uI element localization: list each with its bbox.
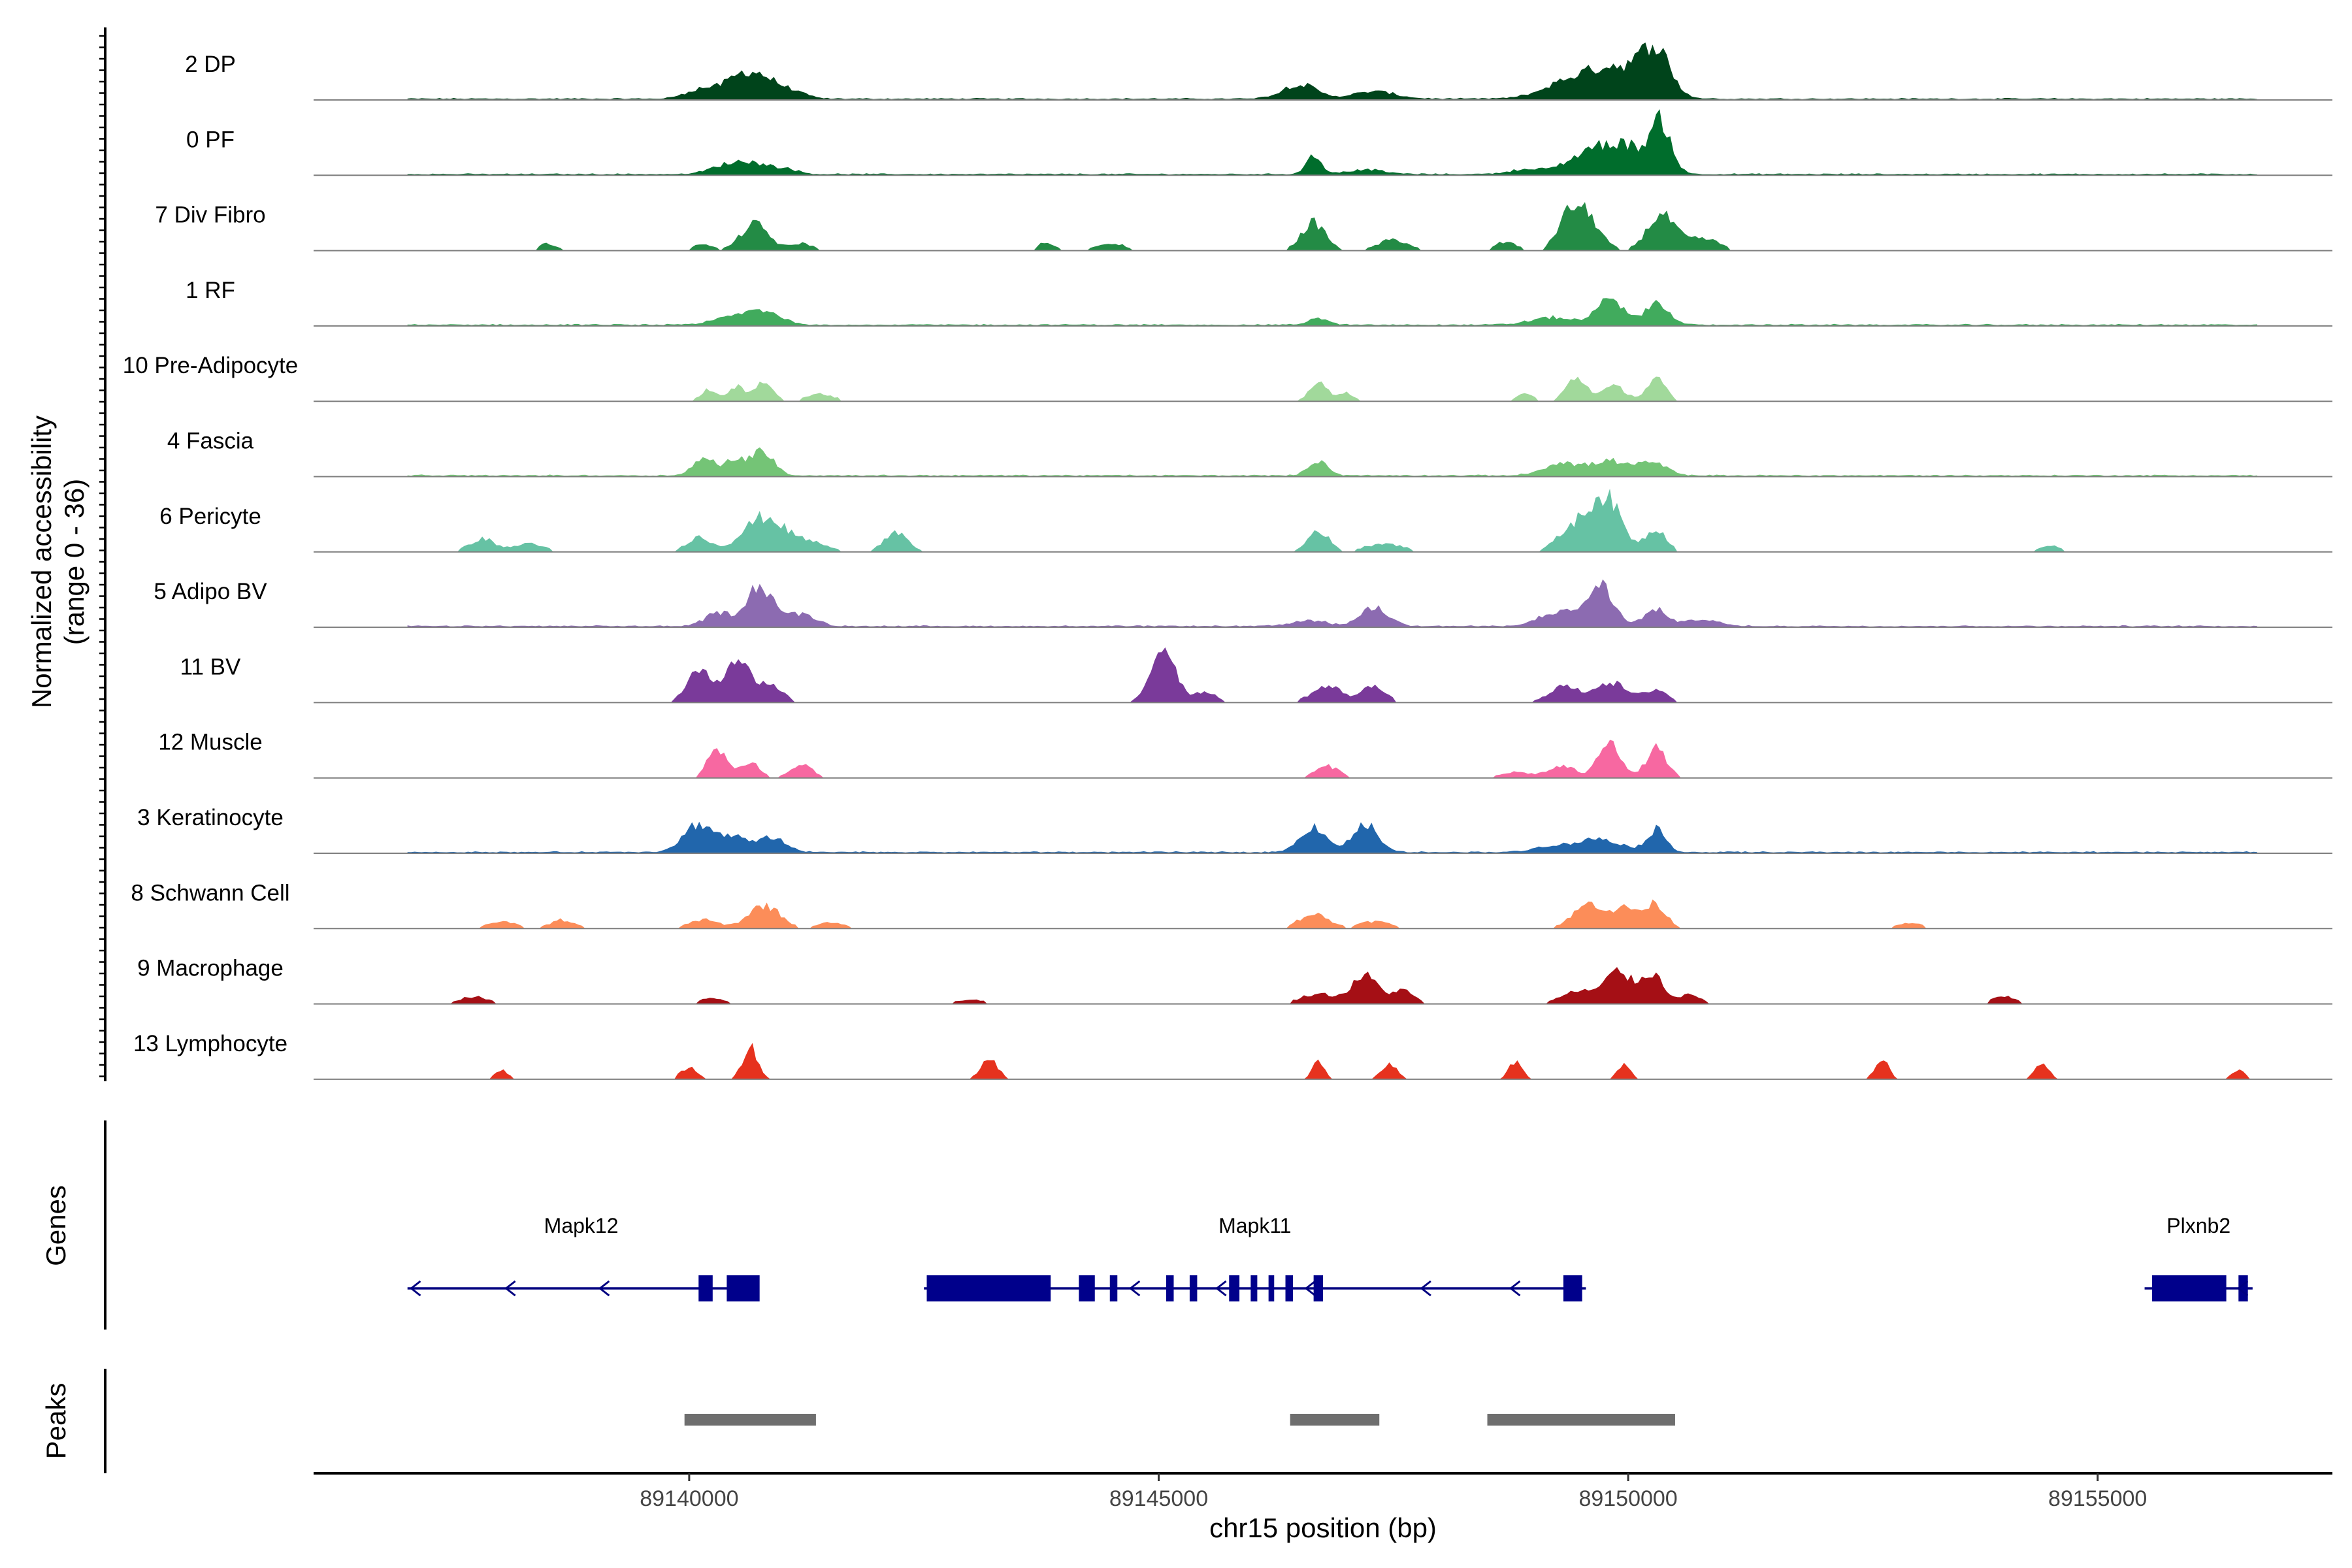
x-tick-label: 89155000 bbox=[2048, 1486, 2147, 1511]
track-label: 6 Pericyte bbox=[159, 504, 261, 529]
peak-regions bbox=[684, 1414, 1675, 1426]
gene-exon bbox=[1079, 1275, 1095, 1301]
track-7: 6 Pericyte bbox=[159, 489, 2332, 553]
track-label: 11 BV bbox=[180, 654, 241, 679]
track-2: 0 PF bbox=[186, 109, 2332, 176]
gene-exon bbox=[1313, 1275, 1323, 1301]
strand-arrow bbox=[1304, 1280, 1316, 1297]
gene-label: Plxnb2 bbox=[2166, 1214, 2230, 1237]
strand-arrow bbox=[1215, 1280, 1227, 1297]
strand-arrow bbox=[1509, 1280, 1521, 1297]
track-4: 1 RF bbox=[186, 278, 2332, 327]
gene-exon bbox=[926, 1275, 1051, 1301]
peak-region bbox=[684, 1414, 816, 1426]
accessibility-area bbox=[407, 967, 2258, 1004]
strand-arrow bbox=[504, 1280, 516, 1297]
track-label: 2 DP bbox=[185, 52, 236, 77]
gene-exon bbox=[2152, 1275, 2227, 1301]
track-label: 9 Macrophage bbox=[137, 956, 284, 981]
gene-exon bbox=[698, 1275, 713, 1301]
gene-exon bbox=[1166, 1275, 1174, 1301]
gene-label: Mapk11 bbox=[1218, 1214, 1291, 1237]
strand-arrow bbox=[2236, 1280, 2249, 1297]
track-label: 10 Pre-Adipocyte bbox=[123, 353, 298, 378]
gene-exon bbox=[1268, 1275, 1275, 1301]
gene-exon bbox=[1250, 1275, 1258, 1301]
x-tick-label: 89140000 bbox=[640, 1486, 738, 1511]
track-label: 0 PF bbox=[186, 127, 235, 152]
gene-mapk11: Mapk11 bbox=[924, 1214, 1586, 1301]
accessibility-area bbox=[407, 740, 2258, 778]
accessibility-area bbox=[407, 899, 2258, 929]
x-tick-label: 89145000 bbox=[1109, 1486, 1208, 1511]
gene-exon bbox=[727, 1275, 760, 1301]
track-6: 4 Fascia bbox=[167, 429, 2332, 478]
accessibility-area bbox=[407, 647, 2258, 703]
track-14: 13 Lymphocyte bbox=[133, 1031, 2332, 1080]
track-label: 3 Keratinocyte bbox=[137, 805, 284, 830]
strand-arrow bbox=[410, 1280, 421, 1297]
gene-exon bbox=[1229, 1275, 1240, 1301]
track-12: 8 Schwann Cell bbox=[131, 880, 2332, 930]
gene-exon bbox=[1109, 1275, 1118, 1301]
accessibility-tracks: 2 DP 0 PF 7 Div Fibro 1 RF 10 Pre-Adipocyte 4… bbox=[123, 42, 2332, 1080]
strand-arrow bbox=[1128, 1280, 1141, 1297]
accessibility-area bbox=[407, 447, 2258, 477]
track-label: 13 Lymphocyte bbox=[133, 1031, 287, 1056]
track-label: 12 Muscle bbox=[158, 730, 263, 755]
track-10: 12 Muscle bbox=[158, 730, 2332, 779]
accessibility-area bbox=[407, 202, 2258, 251]
accessibility-area bbox=[407, 489, 2258, 552]
track-1: 2 DP bbox=[185, 42, 2332, 101]
track-8: 5 Adipo BV bbox=[154, 579, 2332, 629]
accessibility-area bbox=[407, 298, 2258, 326]
strand-arrow bbox=[1420, 1280, 1431, 1297]
gene-exon bbox=[1563, 1275, 1582, 1301]
accessibility-area bbox=[407, 821, 2258, 853]
x-tick-label: 89150000 bbox=[1578, 1486, 1677, 1511]
peak-region bbox=[1290, 1414, 1380, 1426]
gene-exon bbox=[1189, 1275, 1198, 1301]
y-axis-title: Normalized accessibility bbox=[26, 416, 57, 708]
track-label: 7 Div Fibro bbox=[155, 203, 265, 228]
strand-arrow bbox=[598, 1280, 610, 1297]
track-label: 1 RF bbox=[186, 278, 235, 303]
gene-exon bbox=[1285, 1275, 1294, 1301]
peaks-panel-title: Peaks bbox=[41, 1383, 71, 1460]
gene-label: Mapk12 bbox=[544, 1214, 619, 1237]
x-axis-title: chr15 position (bp) bbox=[1209, 1512, 1437, 1543]
accessibility-area bbox=[407, 42, 2258, 100]
track-label: 4 Fascia bbox=[167, 429, 254, 454]
y-axis-ruler bbox=[99, 27, 106, 1081]
track-3: 7 Div Fibro bbox=[155, 202, 2332, 252]
accessibility-area bbox=[407, 1043, 2258, 1079]
track-13: 9 Macrophage bbox=[137, 956, 2332, 1005]
track-5: 10 Pre-Adipocyte bbox=[123, 353, 2332, 402]
gene-mapk12: Mapk12 bbox=[407, 1214, 760, 1301]
gene-annotations: Mapk12 Mapk11 Plxnb2 bbox=[407, 1214, 2253, 1301]
track-11: 3 Keratinocyte bbox=[137, 805, 2332, 854]
track-9: 11 BV bbox=[180, 647, 2332, 704]
track-label: 5 Adipo BV bbox=[154, 579, 267, 604]
track-label: 8 Schwann Cell bbox=[131, 880, 289, 906]
accessibility-area bbox=[407, 109, 2258, 176]
accessibility-area bbox=[407, 579, 2258, 628]
peak-region bbox=[1487, 1414, 1675, 1426]
gene-plxnb2: Plxnb2 bbox=[2144, 1214, 2253, 1301]
x-axis-ticks: 89140000 89145000 89150000 89155000 bbox=[640, 1473, 2147, 1511]
y-axis-subtitle: (range 0 - 36) bbox=[59, 479, 90, 645]
accessibility-area bbox=[407, 376, 2258, 402]
genes-panel-title: Genes bbox=[41, 1185, 71, 1266]
